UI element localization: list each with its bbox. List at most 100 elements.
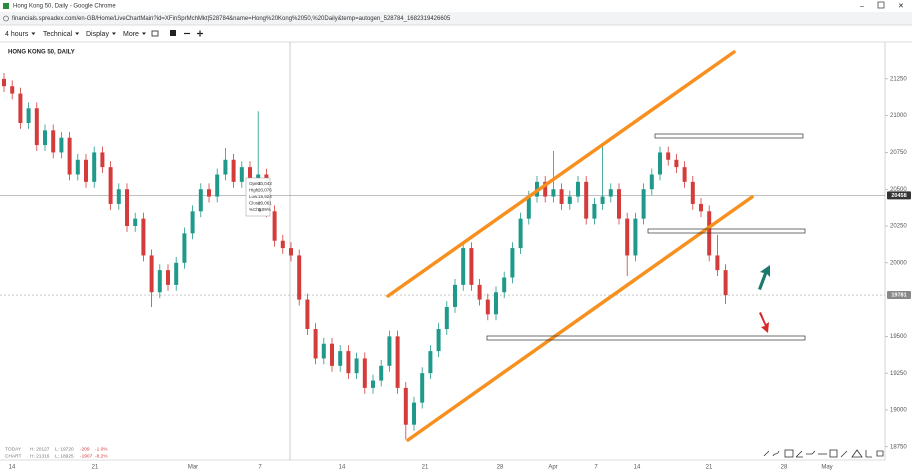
candle-body xyxy=(321,343,326,359)
stat: -8.2% xyxy=(95,453,108,459)
stat: L: 18925 xyxy=(55,453,74,459)
stat: CHART xyxy=(5,453,22,459)
toolbar-menu[interactable]: More xyxy=(123,31,139,38)
candle-body xyxy=(658,152,662,175)
tool-fan[interactable] xyxy=(795,450,803,458)
save-icon[interactable] xyxy=(170,30,176,36)
zoom-in[interactable] xyxy=(197,30,203,37)
candle-body xyxy=(444,306,449,330)
price-tag xyxy=(887,291,911,300)
y-tick-label: 19000 xyxy=(890,408,907,414)
x-tick-label: 14 xyxy=(634,465,641,471)
candle-body xyxy=(682,167,687,182)
candle-body xyxy=(567,196,572,204)
candle-body xyxy=(166,270,170,285)
candle-body xyxy=(231,159,236,182)
dropdown-caret xyxy=(31,32,36,35)
candle-body xyxy=(141,218,146,256)
tool-trend[interactable] xyxy=(840,450,848,458)
candle-body xyxy=(666,152,671,160)
site-info[interactable] xyxy=(3,15,9,22)
stat: TODAY xyxy=(5,446,22,452)
maximize[interactable] xyxy=(877,1,885,9)
candle-body xyxy=(379,365,384,381)
x-tick-label: Apr xyxy=(548,465,557,471)
candle-body xyxy=(313,329,318,359)
toolbar-menu[interactable]: Display xyxy=(86,31,109,38)
tooltip-label: Low: xyxy=(249,194,259,199)
candle-body xyxy=(133,218,138,227)
candle-body xyxy=(633,218,638,256)
candle-body xyxy=(149,255,154,293)
stat: -1907 xyxy=(80,453,93,459)
candle-body xyxy=(125,189,129,227)
x-tick-label: 14 xyxy=(9,465,16,471)
tooltip-value: 0.09% xyxy=(258,207,271,212)
candle-body xyxy=(239,167,244,182)
candle-body xyxy=(67,137,72,175)
candle-body xyxy=(412,402,416,425)
down-arrow xyxy=(759,312,769,333)
toolbar-menu[interactable]: Technical xyxy=(43,31,73,38)
candle-body xyxy=(584,181,589,219)
y-tick-label: 18750 xyxy=(890,444,907,450)
y-tick-label: 19250 xyxy=(890,371,907,377)
candle-body xyxy=(215,174,220,197)
favicon xyxy=(3,3,9,9)
zone-box xyxy=(486,335,806,341)
tooltip-label: High: xyxy=(249,188,260,193)
tool-rect[interactable] xyxy=(829,449,838,458)
candle-body xyxy=(453,284,457,307)
tool-grid[interactable] xyxy=(784,449,794,458)
open-icon[interactable] xyxy=(151,30,159,37)
tooltip-label: %Chg: xyxy=(249,207,263,212)
tooltip-value: 20,043 xyxy=(258,181,272,186)
tooltip-value: 19,924 xyxy=(258,194,272,199)
tool-line[interactable] xyxy=(806,450,816,455)
candle-body xyxy=(272,211,277,241)
candle-body xyxy=(223,159,228,175)
x-tick-label: 7 xyxy=(258,465,262,471)
candle-body xyxy=(403,387,408,425)
candle-body xyxy=(34,108,39,146)
tool-delete[interactable] xyxy=(876,450,884,457)
candle-body xyxy=(641,189,646,219)
candle-body xyxy=(477,284,482,300)
tool-measure[interactable] xyxy=(865,450,872,458)
candle-body xyxy=(280,240,285,249)
minimize[interactable]: – xyxy=(860,3,864,10)
price-tag xyxy=(887,191,911,200)
candle-body xyxy=(157,270,162,293)
candle-body xyxy=(338,351,343,366)
tool-triangle[interactable] xyxy=(851,449,863,458)
candle-body xyxy=(92,152,97,182)
candle-body xyxy=(198,189,203,212)
x-tick-label: 14 xyxy=(339,465,346,471)
candle-body xyxy=(510,248,515,278)
y-tick-label: 20250 xyxy=(890,224,907,230)
tooltip-label: Close: xyxy=(249,201,262,206)
price-tag-label: 19781 xyxy=(891,292,906,298)
candle-body xyxy=(461,248,466,285)
toolbar-menu[interactable]: 4 hours xyxy=(5,31,29,38)
tooltip xyxy=(245,177,271,217)
window-title: Hong Kong 50, Daily - Google Chrome xyxy=(13,4,116,10)
candle-body xyxy=(715,255,720,271)
close[interactable]: ✕ xyxy=(898,3,904,10)
url[interactable]: financials.spreadex.com/en-GB/Home/LiveC… xyxy=(12,16,451,22)
candle-body xyxy=(330,343,334,366)
candle-body xyxy=(346,351,351,374)
candle-body xyxy=(305,299,310,330)
candle-body xyxy=(387,336,392,366)
tool-curve[interactable] xyxy=(772,450,780,457)
candle-body xyxy=(699,203,703,212)
candle-body xyxy=(543,181,548,197)
x-tick-label: 21 xyxy=(92,465,99,471)
x-tick-label: 7 xyxy=(594,465,598,471)
tool-pencil[interactable] xyxy=(763,450,770,457)
candle-body xyxy=(600,196,605,204)
x-tick-label: May xyxy=(821,465,832,471)
plot: 18750 19000 19250 19500 20000 20250 20500 20750… xyxy=(0,72,911,471)
stat: -209 xyxy=(80,446,90,452)
